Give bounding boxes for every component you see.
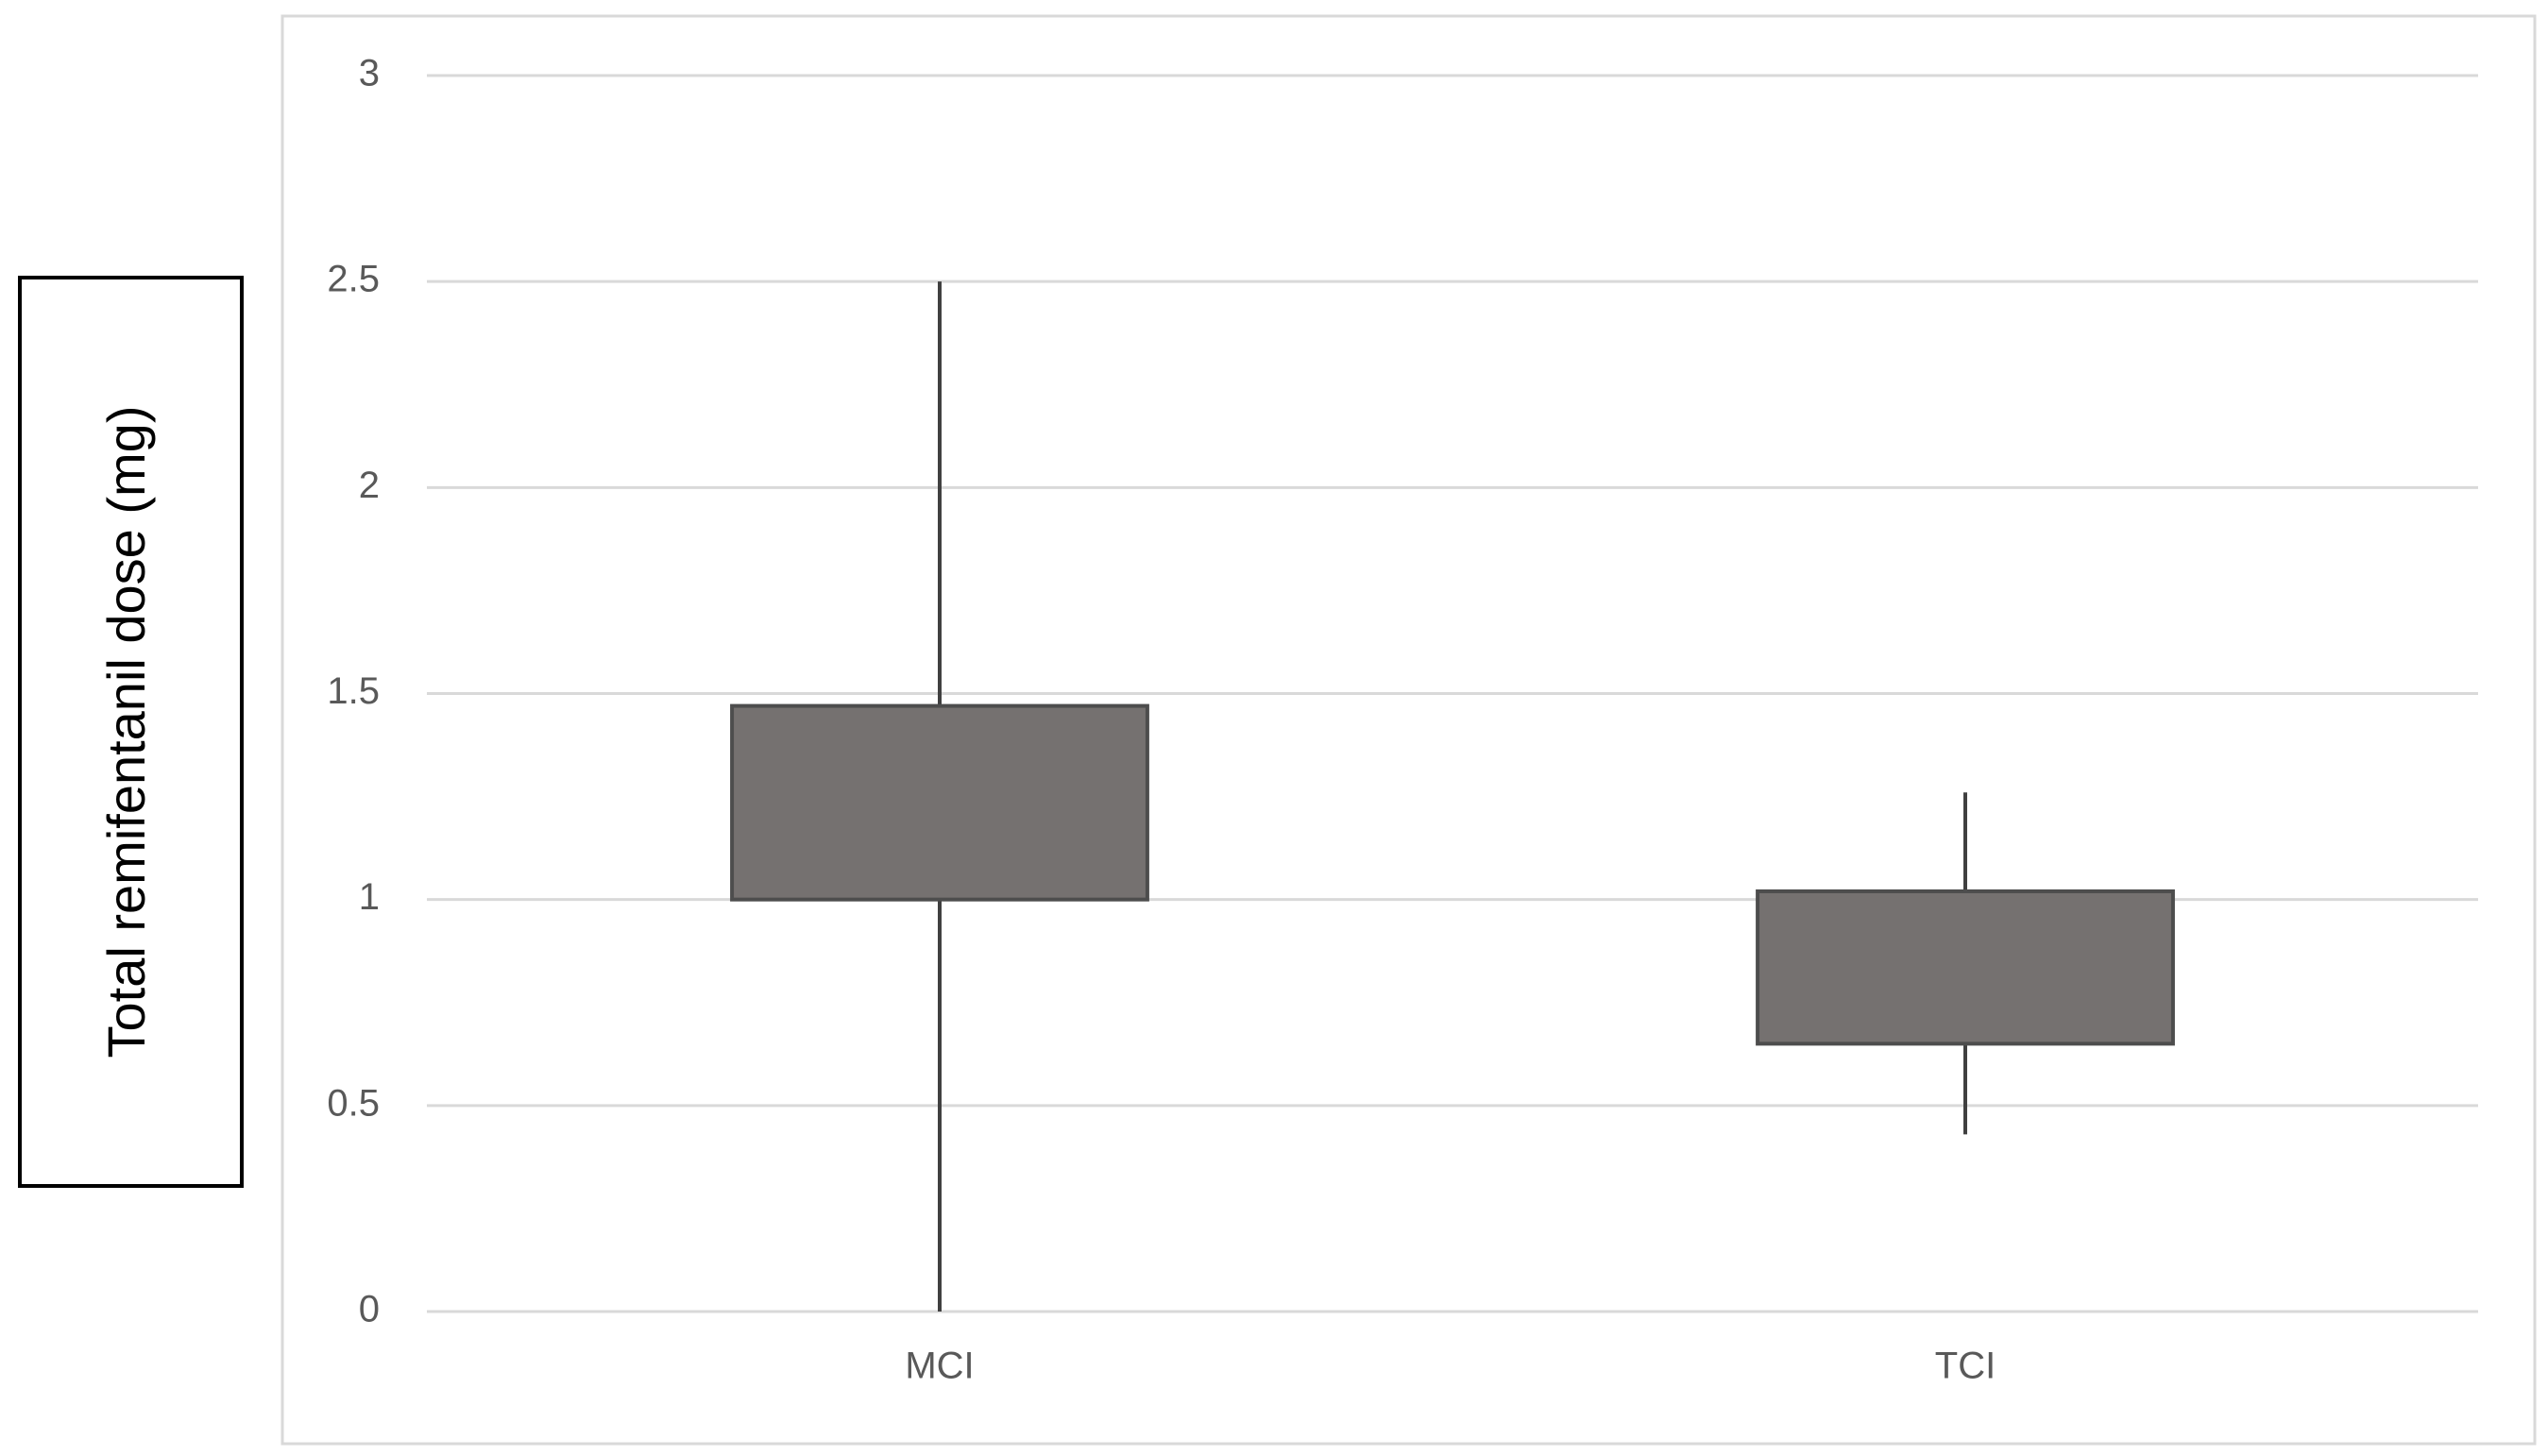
- y-tick-label: 2.5: [327, 259, 380, 300]
- y-tick-label: 1.5: [327, 670, 380, 712]
- x-tick-label: MCI: [905, 1346, 974, 1387]
- y-tick-label: 0.5: [327, 1082, 380, 1124]
- x-tick-label: TCI: [1935, 1346, 1996, 1387]
- y-tick-label: 2: [359, 465, 380, 506]
- y-tick-label: 0: [359, 1289, 380, 1330]
- y-tick-label: 3: [359, 53, 380, 94]
- y-label-box: [18, 276, 244, 1188]
- box: [730, 703, 1149, 902]
- y-axis-label: Total remifentanil dose (mg): [96, 406, 156, 1058]
- box: [1756, 889, 2175, 1046]
- y-tick-label: 1: [359, 876, 380, 918]
- chart-frame: [280, 14, 2537, 1446]
